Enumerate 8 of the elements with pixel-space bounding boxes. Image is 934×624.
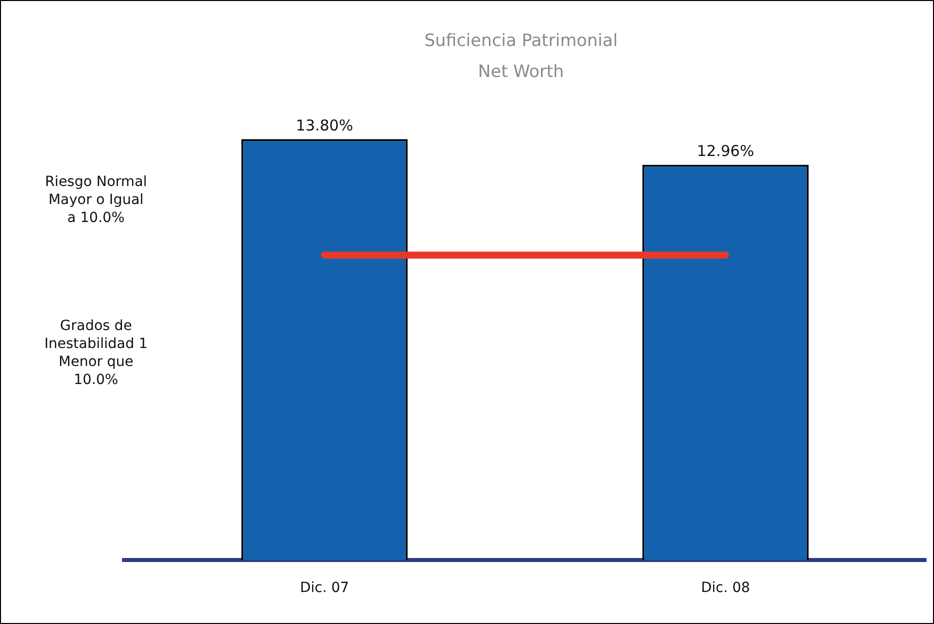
- annotation: Grados de Inestabilidad 1 Menor que 10.0%: [43, 317, 149, 389]
- data-label: 12.96%: [696, 142, 754, 160]
- data-label: 13.80%: [296, 116, 354, 135]
- annotation: Riesgo Normal Mayor o Igual a 10.0%: [44, 173, 148, 227]
- x-tick-label: Dic. 08: [700, 580, 750, 596]
- x-tick-label: Dic. 07: [300, 580, 350, 596]
- chart-subtitle: Net Worth: [477, 62, 565, 82]
- chart-title: Suficiencia Patrimonial: [423, 31, 619, 51]
